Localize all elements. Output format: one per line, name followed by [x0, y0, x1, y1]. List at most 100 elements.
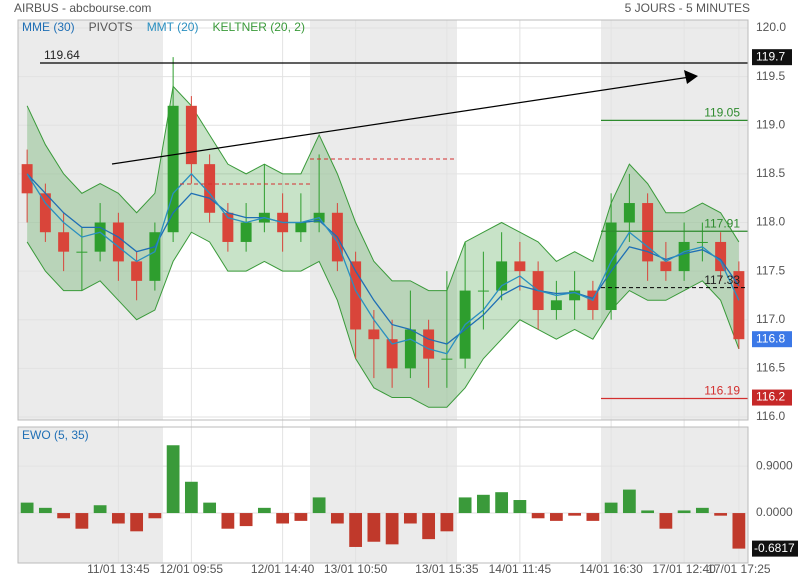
candle-body — [295, 222, 307, 233]
candle-body — [350, 261, 362, 330]
price-marker-box — [752, 331, 792, 348]
trend-arrow — [684, 70, 698, 84]
price-marker-label: 119.7 — [756, 49, 785, 63]
x-tick-label: 17/01 12:40 — [652, 562, 716, 576]
candle-body — [368, 329, 380, 340]
value-marker-box — [752, 540, 798, 557]
price-marker-box — [752, 389, 792, 406]
ewo-bar — [714, 513, 728, 516]
session-band — [310, 427, 457, 563]
ewo-bar — [422, 513, 436, 540]
ewo-bar — [276, 513, 290, 524]
ewo-bar — [57, 513, 71, 519]
ewo-bar — [622, 489, 636, 514]
chart-subtitle: 5 JOURS - 5 MINUTES — [625, 1, 750, 15]
legend: MME (30) PIVOTS MMT (20) KELTNER (20, 2) — [22, 20, 305, 34]
panel-border — [17, 426, 749, 564]
legend-entry: MMT (20) — [147, 20, 199, 34]
ewo-bar — [239, 513, 253, 527]
y-tick-label: 117.5 — [756, 263, 785, 277]
candle-body — [642, 203, 654, 262]
candle-body — [477, 290, 489, 292]
ewo-bar — [403, 513, 417, 524]
candle-body — [623, 203, 635, 223]
ewo-bar — [695, 507, 709, 514]
x-tick-label: 11/01 13:45 — [87, 562, 150, 576]
level-label: 117.33 — [704, 273, 740, 287]
candle-body — [733, 271, 745, 340]
y-tick-label: 118.0 — [756, 215, 785, 229]
keltner-lower — [26, 231, 740, 408]
ewo-bar — [476, 494, 490, 514]
y-tick-label: 120.0 — [756, 20, 786, 34]
candle-body — [696, 241, 708, 243]
level-label: 117.91 — [704, 216, 740, 230]
candle-body — [204, 164, 216, 213]
moving-average — [26, 173, 740, 345]
candle-body — [94, 222, 106, 252]
ewo-bar — [93, 505, 107, 514]
trend-line — [111, 76, 691, 165]
session-band — [18, 427, 163, 563]
ewo-bar — [549, 513, 563, 521]
ewo-bar — [677, 510, 691, 514]
ewo-bar — [166, 445, 180, 514]
x-tick-label: 12/01 09:55 — [160, 562, 224, 576]
legend-entry: KELTNER (20, 2) — [212, 20, 304, 34]
candle-body — [441, 358, 453, 360]
candle-body — [386, 339, 398, 369]
ewo-bar — [641, 510, 655, 514]
candle-body — [496, 261, 508, 291]
y-tick-label: 0.9000 — [756, 458, 793, 472]
y-tick-label: 118.5 — [756, 166, 785, 180]
candle-body — [569, 290, 581, 301]
candle-body — [131, 261, 143, 281]
ewo-bar — [75, 513, 89, 529]
legend-entry: PIVOTS — [89, 20, 133, 34]
candle-body — [514, 261, 526, 272]
candle-body — [660, 261, 672, 272]
ewo-bar — [732, 513, 746, 549]
ewo-bar — [440, 513, 454, 532]
y-tick-label: 117.0 — [756, 312, 785, 326]
ewo-bar — [531, 513, 545, 519]
candle-body — [39, 193, 51, 233]
ewo-bar — [458, 497, 472, 514]
price-marker-box — [752, 49, 792, 66]
keltner-upper — [26, 85, 740, 292]
candle-body — [678, 241, 690, 272]
x-tick-label: 12/01 14:40 — [251, 562, 315, 576]
candle-body — [240, 222, 252, 242]
ewo-bar — [148, 513, 162, 519]
price-marker-label: 116.2 — [756, 390, 785, 404]
ewo-bar — [385, 513, 399, 545]
candle-body — [167, 105, 179, 233]
candle-body — [423, 329, 435, 359]
candle-body — [222, 212, 234, 242]
ewo-bar — [604, 502, 618, 514]
session-shading — [18, 20, 748, 563]
ewo-bar — [111, 513, 125, 524]
level-label: 119.05 — [704, 106, 740, 120]
ewo-bar — [20, 502, 34, 514]
y-tick-label: 119.0 — [756, 117, 785, 131]
ewo-bar — [130, 513, 144, 532]
ewo-bar — [221, 513, 235, 529]
ewo-bar — [568, 513, 582, 516]
ewo-bar — [586, 513, 600, 521]
candle-body — [185, 105, 197, 165]
y-tick-label: 116.0 — [756, 409, 785, 423]
x-tick-label: 13/01 10:50 — [324, 562, 388, 576]
ewo-bar — [659, 513, 673, 529]
ewo-bar — [257, 507, 271, 514]
moving-average — [26, 172, 740, 355]
ewo-bar — [349, 513, 363, 547]
plot-area — [20, 57, 748, 549]
y-tick-label: 116.5 — [756, 361, 785, 375]
panel-border — [17, 19, 749, 421]
ewo-bar — [513, 500, 527, 514]
ewo-bar — [312, 497, 326, 514]
ewo-bar — [330, 513, 344, 524]
x-tick-label: 14/01 11:45 — [489, 562, 552, 576]
